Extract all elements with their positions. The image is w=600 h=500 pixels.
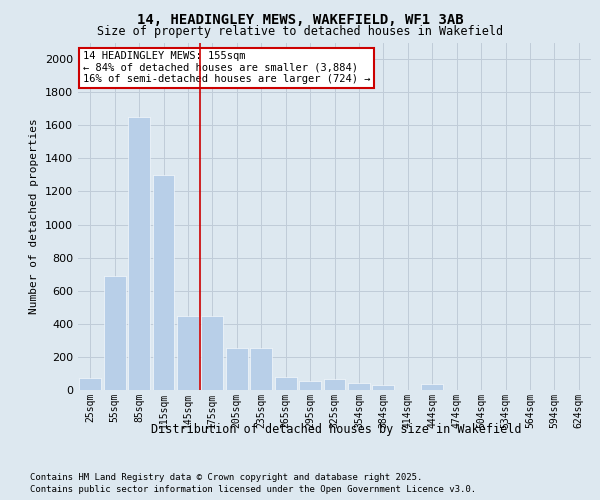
Bar bbox=[128, 117, 150, 390]
Bar bbox=[373, 385, 394, 390]
Bar bbox=[421, 384, 443, 390]
Text: Contains HM Land Registry data © Crown copyright and database right 2025.: Contains HM Land Registry data © Crown c… bbox=[30, 472, 422, 482]
Bar bbox=[152, 175, 175, 390]
Bar bbox=[323, 379, 346, 390]
Bar bbox=[226, 348, 248, 390]
Bar bbox=[348, 384, 370, 390]
Bar bbox=[275, 377, 296, 390]
Bar bbox=[250, 348, 272, 390]
Bar bbox=[104, 276, 125, 390]
Text: Size of property relative to detached houses in Wakefield: Size of property relative to detached ho… bbox=[97, 25, 503, 38]
Text: 14 HEADINGLEY MEWS: 155sqm
← 84% of detached houses are smaller (3,884)
16% of s: 14 HEADINGLEY MEWS: 155sqm ← 84% of deta… bbox=[83, 51, 371, 84]
Text: Contains public sector information licensed under the Open Government Licence v3: Contains public sector information licen… bbox=[30, 485, 476, 494]
Bar bbox=[299, 381, 321, 390]
Bar bbox=[79, 378, 101, 390]
Text: Distribution of detached houses by size in Wakefield: Distribution of detached houses by size … bbox=[151, 422, 521, 436]
Bar bbox=[177, 316, 199, 390]
Y-axis label: Number of detached properties: Number of detached properties bbox=[29, 118, 40, 314]
Bar bbox=[202, 316, 223, 390]
Text: 14, HEADINGLEY MEWS, WAKEFIELD, WF1 3AB: 14, HEADINGLEY MEWS, WAKEFIELD, WF1 3AB bbox=[137, 12, 463, 26]
